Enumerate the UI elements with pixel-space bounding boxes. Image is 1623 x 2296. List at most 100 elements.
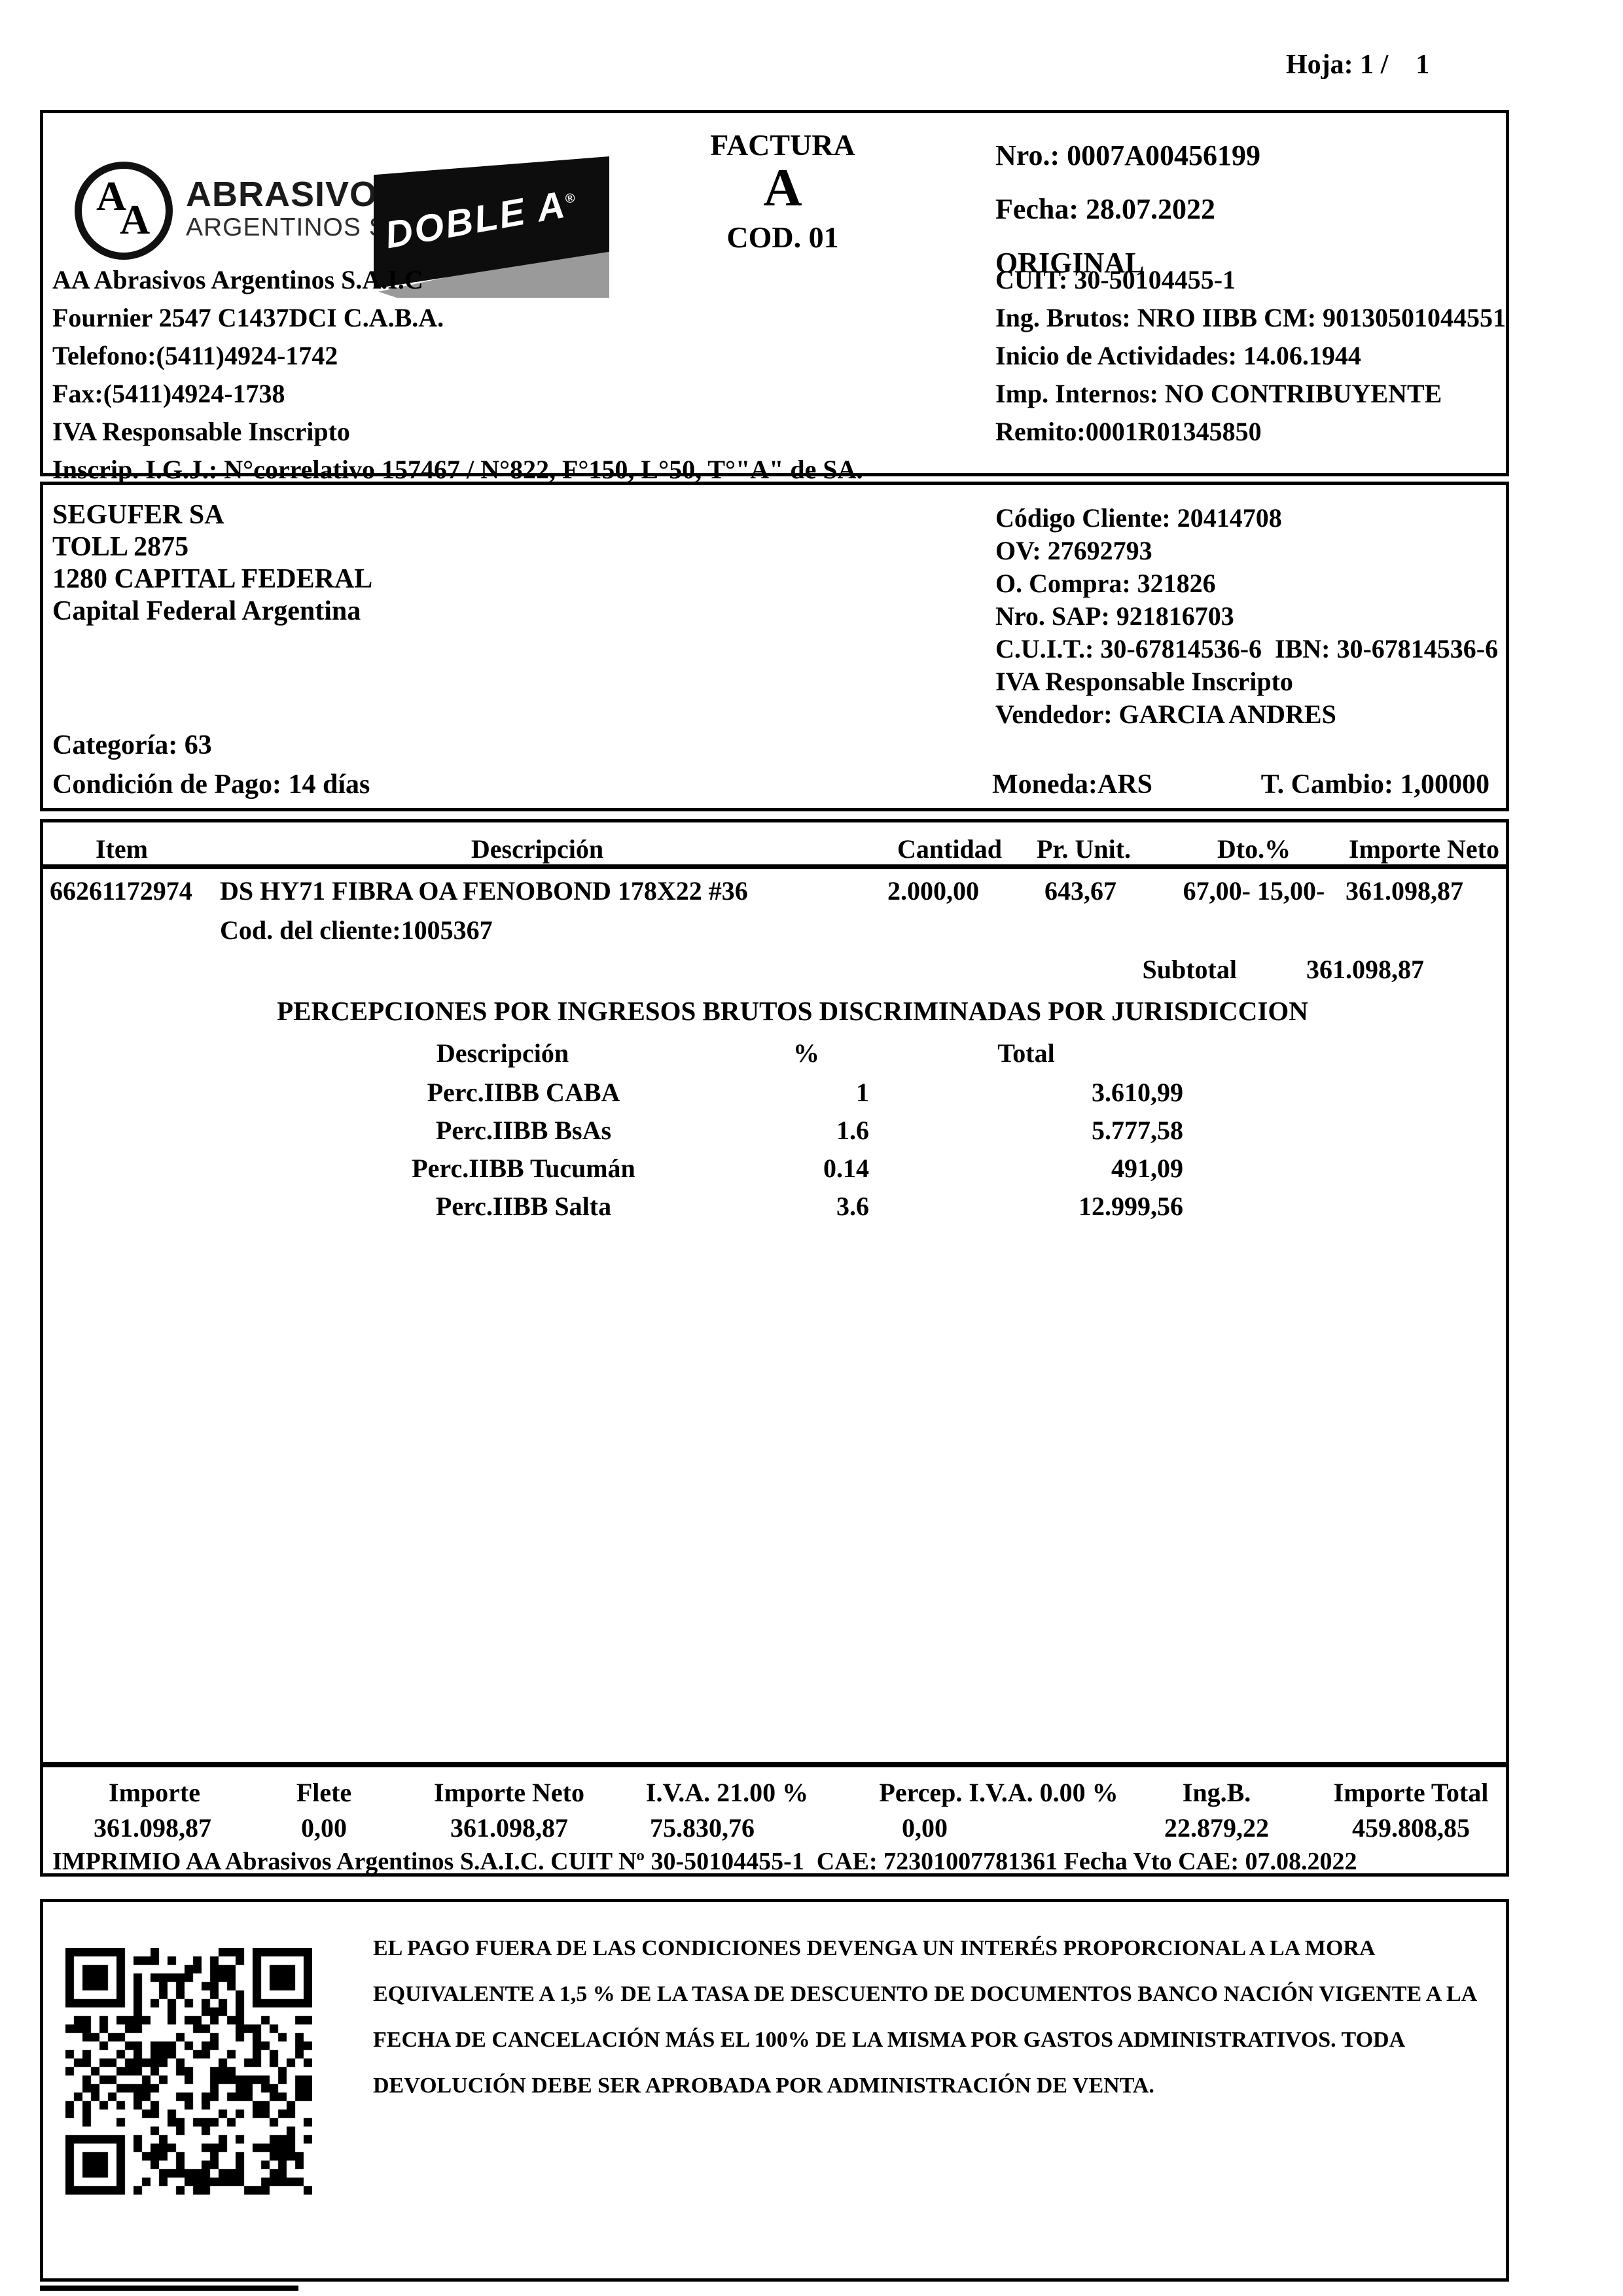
doble-a-logo: DOBLE A® bbox=[374, 156, 609, 310]
total-value-iva: 75.830,76 bbox=[650, 1813, 755, 1843]
item-unit-price: 643,67 bbox=[1044, 876, 1116, 906]
perc-row-description: Perc.IIBB Salta bbox=[435, 1192, 612, 1221]
total-header-importe-total: Importe Total bbox=[1333, 1778, 1489, 1807]
footer-box: EL PAGO FUERA DE LAS CONDICIONES DEVENGA… bbox=[40, 1899, 1509, 2282]
col-header-item: Item bbox=[96, 834, 148, 864]
item-description: DS HY71 FIBRA OA FENOBOND 178X22 #36 bbox=[220, 876, 748, 906]
invoice-type-code: COD. 01 bbox=[726, 220, 839, 254]
legal-text: EL PAGO FUERA DE LAS CONDICIONES DEVENGA… bbox=[373, 1926, 1525, 2109]
col-header-unit-price: Pr. Unit. bbox=[1036, 834, 1132, 864]
customer-city: 1280 CAPITAL FEDERAL bbox=[52, 564, 373, 594]
perc-row-description: Perc.IIBB CABA bbox=[427, 1078, 620, 1107]
perc-row-description: Perc.IIBB Tucumán bbox=[412, 1154, 635, 1183]
customer-category: Categoría: 63 bbox=[52, 730, 212, 760]
col-header-net-amount: Importe Neto bbox=[1349, 834, 1499, 864]
invoice-number: Nro.: 0007A00456199 bbox=[995, 139, 1260, 171]
total-header-flete: Flete bbox=[296, 1778, 352, 1807]
legal-line: EL PAGO FUERA DE LAS CONDICIONES DEVENGA… bbox=[373, 1936, 1376, 1960]
item-client-code: Cod. del cliente:1005367 bbox=[220, 915, 493, 945]
header-underline bbox=[43, 864, 1506, 869]
currency: Moneda:ARS bbox=[992, 769, 1153, 800]
total-value-percep-iva: 0,00 bbox=[902, 1813, 948, 1843]
customer-region: Capital Federal Argentina bbox=[52, 596, 361, 626]
seller-phone: Telefono:(5411)4924-1742 bbox=[52, 341, 338, 370]
invoice-date: Fecha: 28.07.2022 bbox=[995, 193, 1216, 225]
perc-row-description: Perc.IIBB BsAs bbox=[435, 1116, 612, 1145]
total-header-importe: Importe bbox=[109, 1778, 200, 1807]
legal-line: DEVOLUCIÓN DEBE SER APROBADA POR ADMINIS… bbox=[373, 2074, 1154, 2098]
total-value-importe: 361.098,87 bbox=[94, 1813, 211, 1843]
perceptions-title: PERCEPCIONES POR INGRESOS BRUTOS DISCRIM… bbox=[277, 996, 1308, 1026]
customer-iva-status: IVA Responsable Inscripto bbox=[995, 667, 1293, 696]
perc-row-percent: 1 bbox=[856, 1078, 869, 1107]
seller-iva-status: IVA Responsable Inscripto bbox=[52, 417, 350, 446]
total-header-percep-iva: Percep. I.V.A. 0.00 % bbox=[879, 1778, 1118, 1807]
invoice-type-letter: A bbox=[763, 158, 802, 217]
item-discount: 67,00- 15,00- bbox=[1183, 876, 1325, 906]
total-value-importe-neto: 361.098,87 bbox=[450, 1813, 568, 1843]
seller-iibb: Ing. Brutos: NRO IIBB CM: 90130501044551 bbox=[995, 303, 1507, 332]
perc-row-total: 12.999,56 bbox=[1079, 1192, 1183, 1221]
customer-address-block: SEGUFER SA TOLL 2875 1280 CAPITAL FEDERA… bbox=[52, 499, 372, 627]
total-value-flete: 0,00 bbox=[301, 1813, 347, 1843]
logo-letter-a2: A bbox=[120, 196, 151, 243]
customer-cuit: C.U.I.T.: 30-67814536-6 IBN: 30-67814536… bbox=[995, 634, 1499, 663]
invoice-type-block: FACTURA A COD. 01 bbox=[685, 128, 881, 255]
col-header-discount: Dto.% bbox=[1217, 834, 1291, 864]
customer-purchase-order: O. Compra: 321826 bbox=[995, 569, 1216, 598]
item-net-amount: 361.098,87 bbox=[1346, 876, 1463, 906]
seller-cuit: CUIT: 30-50104455-1 bbox=[995, 265, 1236, 294]
perc-header-description: Descripción bbox=[436, 1038, 569, 1068]
scan-artifact-bar bbox=[40, 2286, 298, 2291]
col-header-quantity: Cantidad bbox=[897, 834, 1003, 864]
perc-header-percent: % bbox=[793, 1038, 819, 1068]
sheet-number: Hoja: 1 / 1 bbox=[1286, 50, 1430, 80]
subtotal-value: 361.098,87 bbox=[1306, 955, 1424, 984]
customer-ov: OV: 27692793 bbox=[995, 536, 1152, 565]
seller-info-left: AA Abrasivos Argentinos S.A.I.C Fournier… bbox=[52, 261, 863, 489]
total-header-importe-neto: Importe Neto bbox=[434, 1778, 584, 1807]
seller-activity-start: Inicio de Actividades: 14.06.1944 bbox=[995, 341, 1361, 370]
payment-terms: Condición de Pago: 14 días bbox=[52, 769, 370, 800]
invoice-type-title: FACTURA bbox=[710, 128, 855, 162]
printed-by-line: IMPRIMIO AA Abrasivos Argentinos S.A.I.C… bbox=[52, 1848, 1357, 1875]
perc-row-percent: 0.14 bbox=[823, 1154, 869, 1183]
perc-row-total: 3.610,99 bbox=[1092, 1078, 1183, 1107]
invoice-copy-type: ORIGINAL bbox=[995, 247, 1145, 279]
company-logo-circle: A A bbox=[75, 162, 173, 260]
customer-box: SEGUFER SA TOLL 2875 1280 CAPITAL FEDERA… bbox=[40, 482, 1509, 811]
perc-row-percent: 3.6 bbox=[836, 1192, 869, 1221]
exchange-rate: T. Cambio: 1,00000 bbox=[1260, 769, 1489, 800]
customer-name: SEGUFER SA bbox=[52, 500, 224, 530]
perc-header-total: Total bbox=[997, 1038, 1055, 1068]
item-quantity: 2.000,00 bbox=[887, 876, 979, 906]
registered-mark: ® bbox=[563, 190, 579, 207]
seller-fax: Fax:(5411)4924-1738 bbox=[52, 379, 285, 408]
total-header-ingb: Ing.B. bbox=[1182, 1778, 1251, 1807]
customer-detail-block: Código Cliente: 20414708 OV: 27692793 O.… bbox=[995, 502, 1498, 731]
col-header-description: Descripción bbox=[471, 834, 604, 864]
customer-street: TOLL 2875 bbox=[52, 532, 189, 562]
legal-line: FECHA DE CANCELACIÓN MÁS EL 100% DE LA M… bbox=[373, 2028, 1406, 2052]
perc-row-total: 5.777,58 bbox=[1092, 1116, 1183, 1145]
customer-sap-number: Nro. SAP: 921816703 bbox=[995, 601, 1234, 631]
qr-code bbox=[65, 1948, 312, 2195]
total-value-ingb: 22.879,22 bbox=[1164, 1813, 1269, 1843]
seller-internal-taxes: Imp. Internos: NO CONTRIBUYENTE bbox=[995, 379, 1442, 408]
perc-row-total: 491,09 bbox=[1111, 1154, 1183, 1183]
subtotal-label: Subtotal bbox=[1142, 955, 1238, 984]
seller-name: AA Abrasivos Argentinos S.A.I.C bbox=[52, 265, 423, 294]
customer-code: Código Cliente: 20414708 bbox=[995, 503, 1282, 533]
logo-name-top: ABRASIVOS bbox=[186, 175, 402, 214]
legal-line: EQUIVALENTE A 1,5 % DE LA TASA DE DESCUE… bbox=[373, 1982, 1478, 2006]
header-box: A A ABRASIVOS ARGENTINOS S.A.I.C. DOBLE … bbox=[40, 110, 1509, 484]
invoice-id-block: Nro.: 0007A00456199 Fecha: 28.07.2022 OR… bbox=[995, 129, 1260, 290]
total-value-importe-total: 459.808,85 bbox=[1352, 1813, 1470, 1843]
logo-letter-a1: A bbox=[96, 173, 127, 219]
items-box: Item Descripción Cantidad Pr. Unit. Dto.… bbox=[40, 819, 1509, 1877]
seller-igj: Inscrip. I.G.J.: N°correlativo 157467 / … bbox=[52, 455, 863, 484]
seller-info-right: CUIT: 30-50104455-1 Ing. Brutos: NRO IIB… bbox=[995, 261, 1506, 451]
seller-remito: Remito:0001R01345850 bbox=[995, 417, 1262, 446]
customer-salesman: Vendedor: GARCIA ANDRES bbox=[995, 699, 1336, 729]
